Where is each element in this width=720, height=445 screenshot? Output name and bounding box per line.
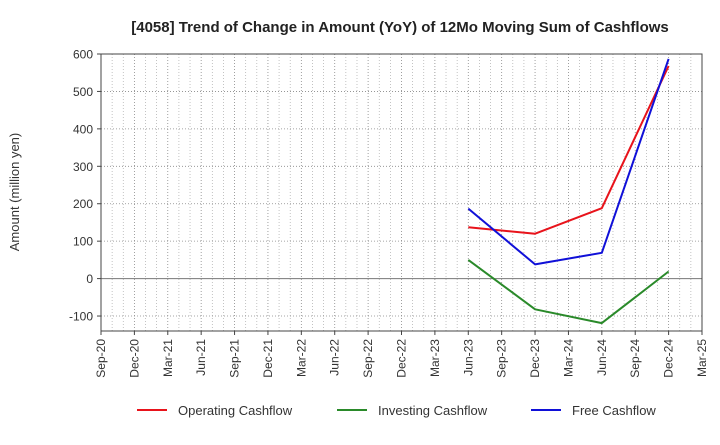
series-line-investing-cashflow <box>467 259 670 325</box>
x-tick-label: Mar-23 <box>428 339 442 377</box>
x-tick-label: Jun-22 <box>328 339 342 376</box>
y-axis-label: Amount (million yen) <box>7 133 22 252</box>
x-tick-label: Mar-21 <box>161 339 175 377</box>
y-tick-label: 0 <box>86 272 93 286</box>
x-tick-label: Sep-24 <box>628 339 642 378</box>
series-layer <box>467 58 670 325</box>
legend-label-investing-cashflow: Investing Cashflow <box>378 403 488 418</box>
y-tick-label: 500 <box>73 85 93 99</box>
x-tick-label: Jun-24 <box>595 339 609 376</box>
y-tick-label: 300 <box>73 160 93 174</box>
x-tick-label: Dec-24 <box>662 339 676 378</box>
y-tick-label: 600 <box>73 48 93 62</box>
legend-label-operating-cashflow: Operating Cashflow <box>178 403 293 418</box>
legend-label-free-cashflow: Free Cashflow <box>572 403 656 418</box>
series-line-free-cashflow <box>467 58 670 266</box>
x-tick-label: Jun-23 <box>461 339 475 376</box>
series-line-operating-cashflow <box>468 65 670 235</box>
x-tick-label: Sep-21 <box>228 339 242 378</box>
x-tick-label: Jun-21 <box>194 339 208 376</box>
x-tick-label: Dec-21 <box>261 339 275 378</box>
grid-layer <box>100 53 703 331</box>
x-tick-label: Dec-20 <box>127 339 141 378</box>
x-tick-label: Mar-22 <box>294 339 308 377</box>
x-tick-label: Dec-23 <box>528 339 542 378</box>
x-tick-label: Dec-22 <box>395 339 409 378</box>
x-tick-label: Sep-22 <box>361 339 375 378</box>
y-tick-label: 200 <box>73 197 93 211</box>
x-tick-label: Mar-25 <box>695 339 709 377</box>
x-tick-label: Mar-24 <box>561 339 575 377</box>
chart-title: [4058] Trend of Change in Amount (YoY) o… <box>131 19 669 36</box>
legend: Operating Cashflow Investing Cashflow Free… <box>137 403 656 418</box>
y-tick-label: -100 <box>69 310 93 324</box>
axis-layer: -100 0 100 200 300 400 500 600 Sep-20 Dec-20 Mar-2… <box>69 48 709 378</box>
x-tick-label: Sep-20 <box>94 339 108 378</box>
y-tick-label: 400 <box>73 122 93 136</box>
y-tick-label: 100 <box>73 235 93 249</box>
x-tick-label: Sep-23 <box>495 339 509 378</box>
